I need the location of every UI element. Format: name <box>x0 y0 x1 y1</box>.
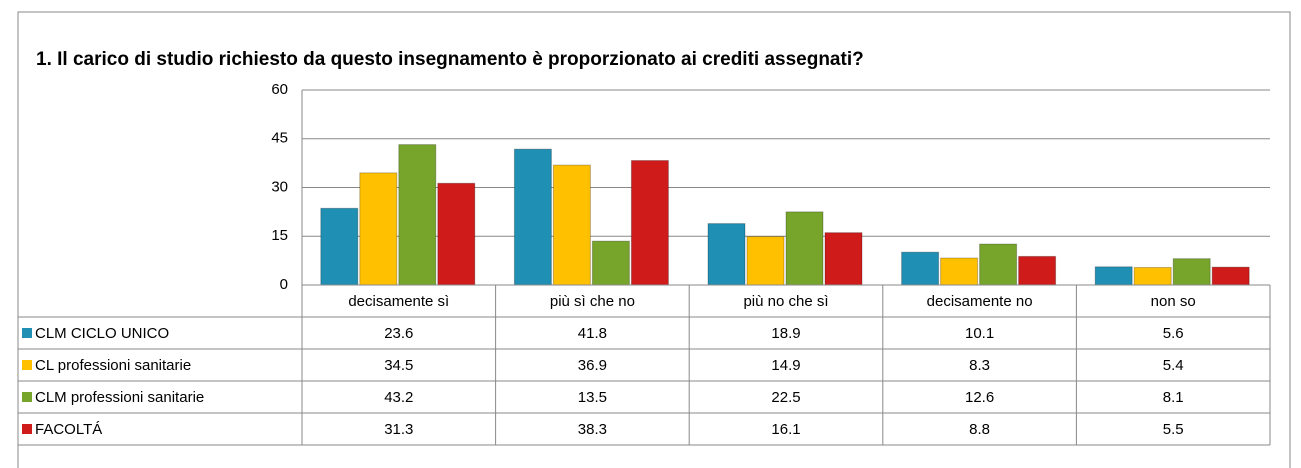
bar <box>1094 266 1133 286</box>
table-value: 18.9 <box>771 325 800 342</box>
x-tick-label: più sì che no <box>550 293 635 310</box>
bar <box>901 251 940 286</box>
y-tick-label: 30 <box>271 178 288 195</box>
table-value: 41.8 <box>578 325 607 342</box>
bar <box>630 160 669 286</box>
table-value: 5.6 <box>1163 325 1184 342</box>
table-value: 14.9 <box>771 357 800 374</box>
bar <box>1018 255 1057 286</box>
legend-label: CLM professioni sanitarie <box>35 389 204 406</box>
bar <box>707 223 746 286</box>
table-value: 5.5 <box>1163 421 1184 438</box>
x-tick-label: più no che sì <box>743 293 828 310</box>
table-value: 34.5 <box>384 357 413 374</box>
legend-label: CLM CICLO UNICO <box>35 325 169 342</box>
x-tick-label: non so <box>1151 293 1196 310</box>
table-value: 8.3 <box>969 357 990 374</box>
bar <box>513 148 552 286</box>
bar <box>437 182 476 286</box>
bar <box>940 257 979 286</box>
frame <box>17 11 1291 468</box>
bar <box>552 164 591 286</box>
x-tick-label: decisamente sì <box>348 293 449 310</box>
legend-swatch <box>22 328 32 338</box>
bar <box>398 144 437 286</box>
table-value: 23.6 <box>384 325 413 342</box>
x-tick-label: decisamente no <box>927 293 1033 310</box>
bar <box>824 232 863 286</box>
chart-title: 1. Il carico di studio richiesto da ques… <box>36 49 864 70</box>
table-value: 38.3 <box>578 421 607 438</box>
legend-label: FACOLTÁ <box>35 421 102 438</box>
table-value: 16.1 <box>771 421 800 438</box>
table-value: 43.2 <box>384 389 413 406</box>
bar <box>320 207 359 286</box>
table-value: 10.1 <box>965 325 994 342</box>
legend-swatch <box>22 360 32 370</box>
legend-label: CL professioni sanitarie <box>35 357 191 374</box>
table-value: 12.6 <box>965 389 994 406</box>
bar <box>591 240 630 286</box>
legend-swatch <box>22 424 32 434</box>
table-value: 22.5 <box>771 389 800 406</box>
bar <box>359 172 398 286</box>
table-value: 8.8 <box>969 421 990 438</box>
bar <box>1133 266 1172 286</box>
legend-swatch <box>22 392 32 402</box>
y-tick-label: 45 <box>271 130 288 147</box>
table-value: 8.1 <box>1163 389 1184 406</box>
y-tick-label: 0 <box>280 276 288 293</box>
bar <box>746 236 785 286</box>
table-value: 5.4 <box>1163 357 1184 374</box>
table-value: 36.9 <box>578 357 607 374</box>
bar <box>1172 258 1211 286</box>
bar <box>979 243 1018 286</box>
y-tick-label: 60 <box>271 81 288 98</box>
y-tick-label: 15 <box>271 227 288 244</box>
bar <box>1211 266 1250 286</box>
bar <box>785 211 824 286</box>
table-value: 31.3 <box>384 421 413 438</box>
table-value: 13.5 <box>578 389 607 406</box>
